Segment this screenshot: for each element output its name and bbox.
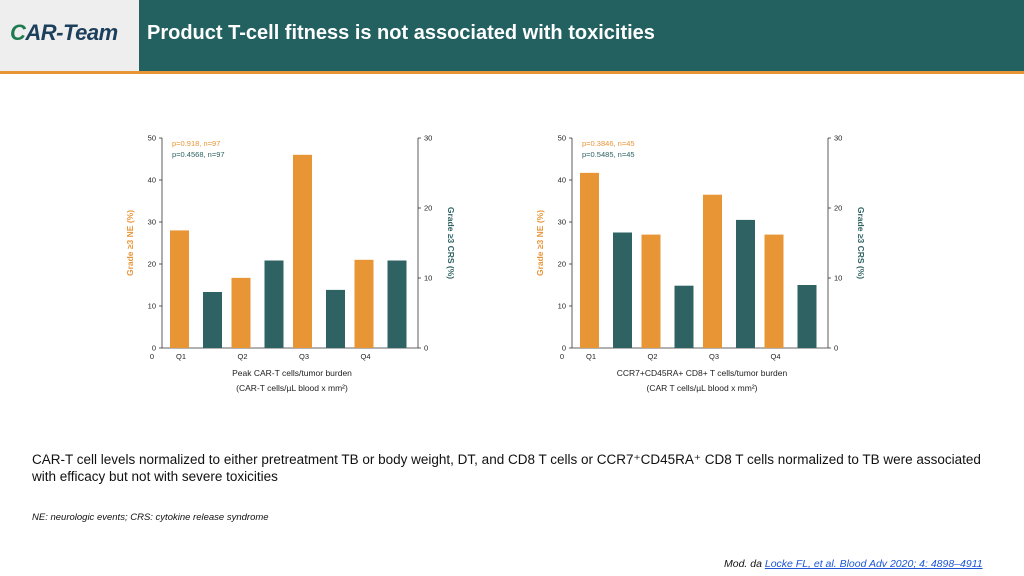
- y-tick-label-right: 20: [424, 204, 432, 213]
- y-tick-label-left: 20: [558, 260, 566, 269]
- x-tick-label: Q4: [360, 352, 370, 361]
- abbreviations-footnote: NE: neurologic events; CRS: cytokine rel…: [32, 512, 269, 523]
- bar-crs-q1: [613, 232, 632, 348]
- chart-ccr7-cd8: 0 10 20 30 40 50 0 10 20 30 Q1 Q2 Q3 Q4 0 p=0.3846, n=4…: [535, 134, 866, 394]
- bar-ne-q1: [170, 230, 189, 348]
- bar-ne-q3: [703, 194, 722, 348]
- y-tick-label-right: 10: [834, 274, 842, 283]
- x-tick-label: Q2: [647, 352, 657, 361]
- y-tick-label-left: 10: [148, 302, 156, 311]
- y-axis-label-left: Grade ≥3 NE (%): [125, 210, 135, 276]
- y-tick-label-left: 30: [148, 218, 156, 227]
- y-axis-label-right: Grade ≥3 CRS (%): [446, 207, 456, 279]
- x-tick-label: Q2: [237, 352, 247, 361]
- y-tick-label-left: 10: [558, 302, 566, 311]
- y-tick-label-right: 30: [424, 134, 432, 143]
- bar-ne-q4: [764, 234, 784, 348]
- y-tick-label-right: 0: [424, 344, 428, 353]
- y-tick-label-left: 40: [558, 176, 566, 185]
- accent-divider: [0, 71, 1024, 74]
- logo-box: CAR-Team: [0, 0, 139, 71]
- x-axis-label: CCR7+CD45RA+ CD8+ T cells/tumor burden: [617, 368, 788, 378]
- bar-ne-q2: [641, 234, 661, 348]
- bar-crs-q4: [797, 285, 817, 348]
- x-tick-label: Q3: [299, 352, 309, 361]
- x-axis-label: Peak CAR-T cells/tumor burden: [232, 368, 352, 378]
- y-tick-label-left: 50: [558, 134, 566, 143]
- x-tick-label: Q1: [176, 352, 186, 361]
- bar-ne-q2: [231, 277, 251, 348]
- chart-peak-car-t: 0 10 20 30 40 50 0 10 20 30 Q1 Q2 Q3 Q4 0 p=0.918, n=97…: [125, 134, 456, 394]
- source-prefix: Mod. da: [724, 558, 765, 570]
- summary-text: CAR-T cell levels normalized to either p…: [32, 452, 981, 484]
- y-axis-label-left: Grade ≥3 NE (%): [535, 210, 545, 276]
- y-tick-label-left: 20: [148, 260, 156, 269]
- source-citation: Mod. da Locke FL, et al. Blood Adv 2020;…: [724, 558, 983, 570]
- bar-crs-q3: [326, 289, 345, 348]
- y-tick-label-left: 0: [562, 344, 566, 353]
- source-link[interactable]: Locke FL, et al. Blood Adv 2020; 4: 4898…: [764, 558, 983, 570]
- page-title: Product T-cell fitness is not associated…: [147, 22, 655, 44]
- y-tick-label-left: 40: [148, 176, 156, 185]
- bar-crs-q1: [203, 292, 222, 348]
- x-tick-label: Q3: [709, 352, 719, 361]
- y-tick-label-left: 0: [152, 344, 156, 353]
- header-bar: CAR-Team Product T-cell fitness is not a…: [0, 0, 1024, 71]
- p-value-ne: p=0.3846, n=45: [582, 139, 635, 148]
- bar-crs-q2: [264, 260, 284, 348]
- bar-crs-q4: [387, 260, 407, 348]
- bar-ne-q1: [580, 172, 599, 348]
- p-value-crs: p=0.5485, n=45: [582, 150, 635, 159]
- x-axis-label-units: (CAR-T cells/µL blood x mm²): [236, 383, 348, 393]
- x-tick-label: Q1: [586, 352, 596, 361]
- car-team-logo: CAR-Team: [10, 20, 118, 45]
- y-axis-label-right: Grade ≥3 CRS (%): [856, 207, 866, 279]
- p-value-ne: p=0.918, n=97: [172, 139, 220, 148]
- y-tick-label-right: 10: [424, 274, 432, 283]
- y-tick-label-left: 50: [148, 134, 156, 143]
- y-tick-label-left: 30: [558, 218, 566, 227]
- p-value-crs: p=0.4568, n=97: [172, 150, 225, 159]
- x-axis-label-units: (CAR T cells/µL blood x mm²): [646, 383, 757, 393]
- x-origin-label: 0: [150, 352, 154, 361]
- bar-crs-q2: [674, 285, 694, 348]
- y-tick-label-right: 30: [834, 134, 842, 143]
- bar-crs-q3: [736, 219, 755, 348]
- x-origin-label: 0: [560, 352, 564, 361]
- y-tick-label-right: 20: [834, 204, 842, 213]
- bar-ne-q4: [354, 259, 374, 348]
- x-tick-label: Q4: [770, 352, 780, 361]
- y-tick-label-right: 0: [834, 344, 838, 353]
- bar-ne-q3: [293, 154, 312, 348]
